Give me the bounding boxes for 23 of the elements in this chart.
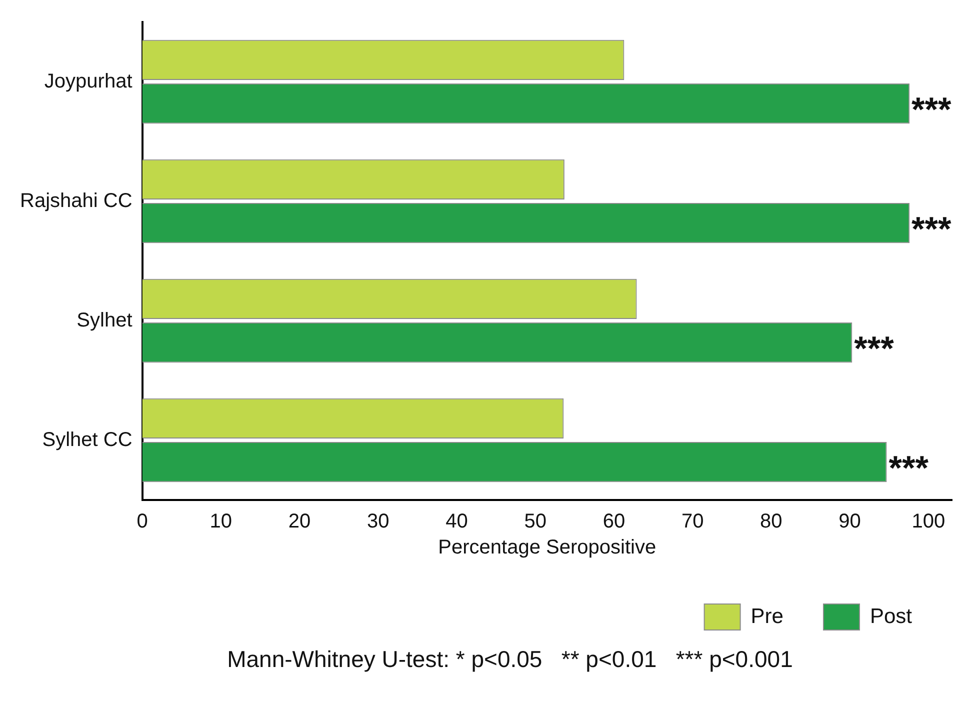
x-tick-label: 70	[681, 510, 704, 533]
y-tick-label: Rajshahi CC	[20, 190, 132, 212]
x-tick-label: 60	[602, 510, 626, 533]
annotation: ***	[912, 90, 952, 129]
x-tick-label: 20	[288, 510, 311, 533]
x-tick-label: 40	[446, 510, 468, 533]
annotation: ***	[888, 449, 930, 488]
y-tick-label: Sylhet	[76, 309, 133, 332]
x-tick-label: 50	[524, 510, 546, 533]
x-tick-label: 100	[912, 510, 946, 533]
y-tick-label: Joypurhat	[44, 70, 133, 92]
x-tick-label: 10	[210, 510, 232, 533]
legend-label: Pre	[750, 604, 784, 628]
legend-label: Post	[870, 604, 912, 628]
text: Mann-Whitney U-test: * p<0.05 ** p<0.01 *** p<0.001	[226, 646, 794, 673]
annotation: ***	[912, 210, 952, 248]
x-axis-title: Percentage Seropositive	[438, 536, 656, 559]
x-tick-label: 90	[838, 510, 861, 533]
annotation: ***	[854, 330, 895, 368]
x-tick-label: 0	[136, 510, 148, 533]
x-tick-label: 80	[760, 510, 782, 533]
x-tick-label: 30	[366, 510, 390, 533]
y-tick-label: Sylhet CC	[42, 428, 132, 451]
